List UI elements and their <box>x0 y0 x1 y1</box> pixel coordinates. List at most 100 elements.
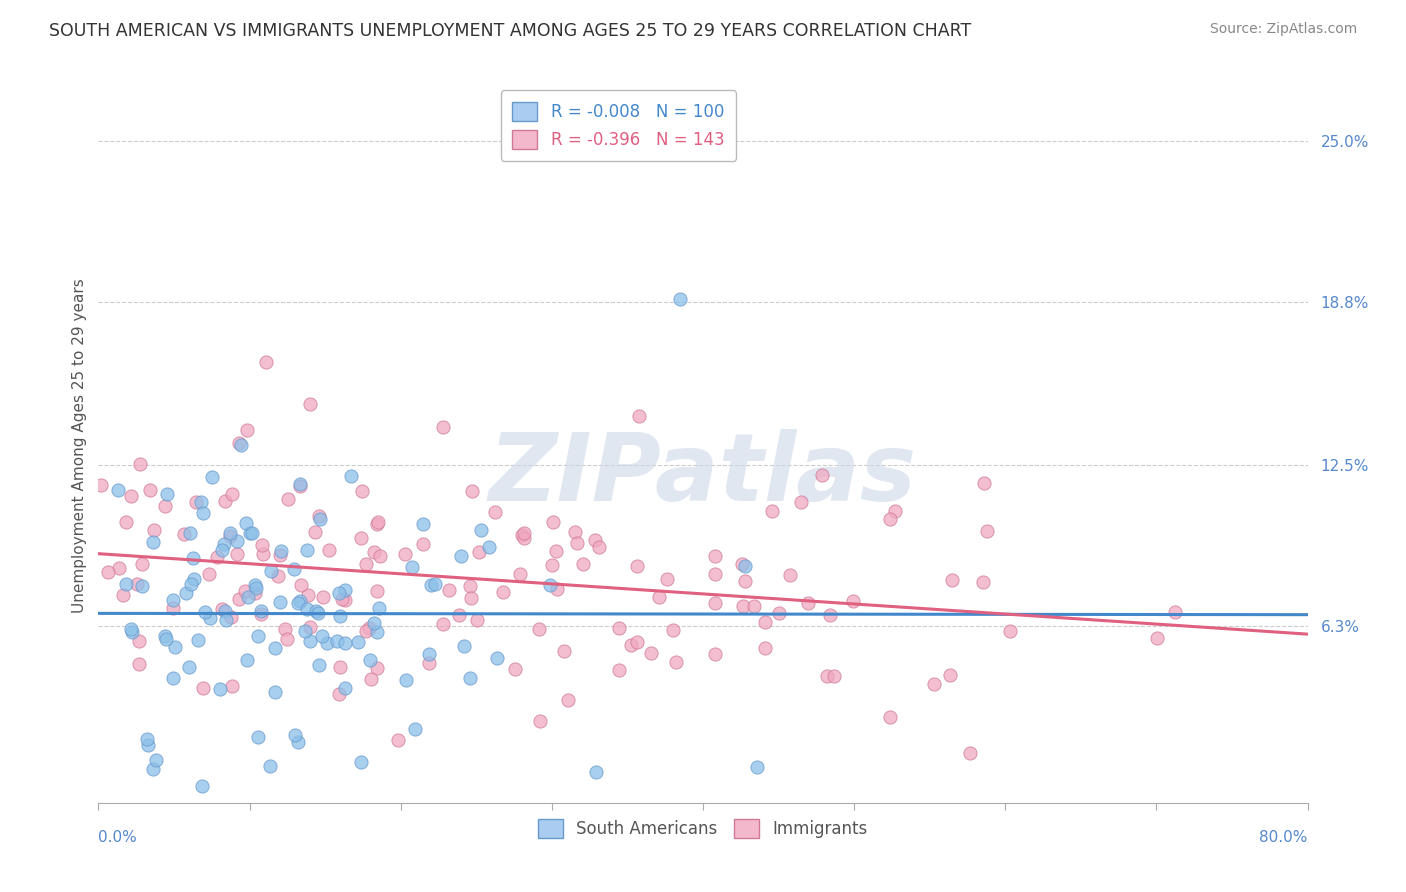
Point <box>973 475 995 490</box>
Point <box>287 595 309 609</box>
Point <box>754 640 776 655</box>
Point <box>328 585 350 599</box>
Point <box>162 601 184 615</box>
Point <box>297 543 319 558</box>
Point <box>198 611 221 625</box>
Point <box>391 808 413 822</box>
Point <box>470 523 492 537</box>
Point <box>218 529 240 543</box>
Point <box>368 549 391 564</box>
Point <box>447 608 470 623</box>
Point <box>269 595 291 609</box>
Point <box>350 531 373 545</box>
Point <box>205 550 228 565</box>
Point <box>450 549 472 564</box>
Point <box>541 515 564 529</box>
Point <box>221 487 243 501</box>
Point <box>366 661 388 675</box>
Point <box>247 730 270 744</box>
Point <box>620 638 643 652</box>
Point <box>120 622 142 636</box>
Point <box>460 591 482 606</box>
Point <box>97 565 120 579</box>
Point <box>246 629 269 643</box>
Point <box>842 594 865 608</box>
Point <box>128 657 150 672</box>
Point <box>142 535 165 549</box>
Point <box>138 483 160 497</box>
Point <box>412 537 434 551</box>
Point <box>467 544 489 558</box>
Point <box>354 624 377 639</box>
Point <box>626 558 648 573</box>
Point <box>299 397 322 411</box>
Point <box>288 594 311 608</box>
Point <box>404 723 426 737</box>
Point <box>538 578 561 592</box>
Point <box>655 573 678 587</box>
Point <box>162 671 184 685</box>
Point <box>228 591 250 606</box>
Point <box>742 599 765 613</box>
Point <box>284 728 307 742</box>
Point <box>478 541 501 555</box>
Point <box>669 292 692 306</box>
Point <box>626 634 648 648</box>
Point <box>734 574 756 589</box>
Point <box>277 491 299 506</box>
Point <box>359 621 381 635</box>
Point <box>179 660 201 674</box>
Point <box>259 759 281 773</box>
Point <box>252 547 274 561</box>
Point <box>387 733 409 747</box>
Point <box>108 561 131 575</box>
Point <box>264 641 287 656</box>
Point <box>112 588 135 602</box>
Point <box>648 591 671 605</box>
Point <box>143 523 166 537</box>
Text: 80.0%: 80.0% <box>1260 830 1308 845</box>
Point <box>703 647 725 661</box>
Point <box>181 551 204 566</box>
Point <box>297 601 319 615</box>
Point <box>527 622 550 636</box>
Point <box>315 636 337 650</box>
Point <box>269 548 291 562</box>
Point <box>260 564 283 578</box>
Point <box>491 585 513 599</box>
Point <box>754 615 776 630</box>
Point <box>553 644 575 658</box>
Point <box>127 576 149 591</box>
Point <box>240 526 263 541</box>
Point <box>245 581 267 595</box>
Point <box>163 640 186 654</box>
Point <box>458 579 481 593</box>
Text: Source: ZipAtlas.com: Source: ZipAtlas.com <box>1209 22 1357 37</box>
Point <box>153 499 176 513</box>
Point <box>226 533 249 548</box>
Point <box>815 669 838 683</box>
Point <box>107 483 129 498</box>
Point <box>131 579 153 593</box>
Point <box>288 479 311 493</box>
Point <box>155 629 177 643</box>
Point <box>884 504 907 518</box>
Point <box>173 527 195 541</box>
Point <box>1146 631 1168 645</box>
Point <box>326 633 349 648</box>
Point <box>236 653 259 667</box>
Point <box>366 583 388 598</box>
Point <box>239 526 262 541</box>
Point <box>745 759 768 773</box>
Point <box>360 672 382 686</box>
Point <box>312 591 335 605</box>
Point <box>423 577 446 591</box>
Point <box>418 647 440 661</box>
Point <box>298 634 321 648</box>
Point <box>308 658 330 673</box>
Point <box>283 561 305 575</box>
Point <box>187 632 209 647</box>
Point <box>352 484 374 499</box>
Point <box>789 495 811 509</box>
Legend: South Americans, Immigrants: South Americans, Immigrants <box>531 812 875 845</box>
